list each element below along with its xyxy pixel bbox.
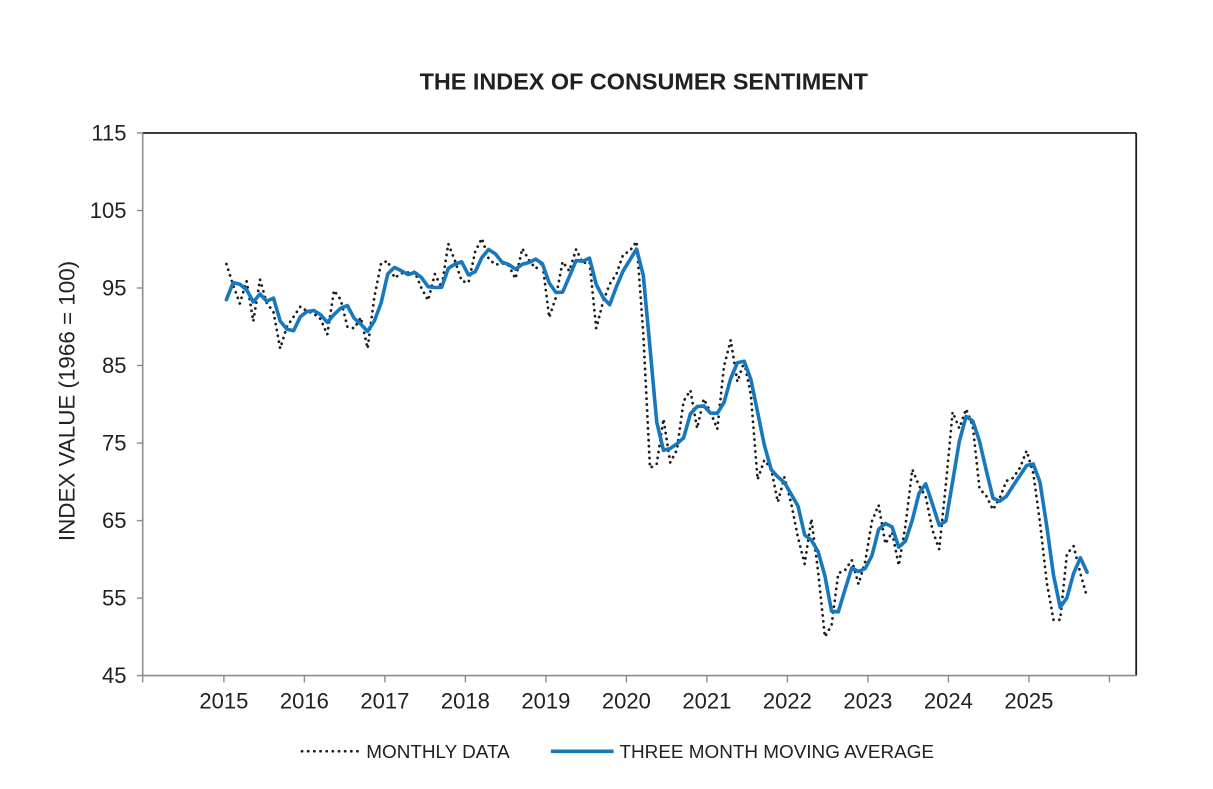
- svg-text:105: 105: [90, 198, 127, 223]
- svg-text:85: 85: [102, 353, 126, 378]
- svg-text:THE INDEX OF CONSUMER SENTIMEN: THE INDEX OF CONSUMER SENTIMENT: [420, 69, 869, 95]
- svg-text:65: 65: [102, 508, 126, 533]
- svg-text:45: 45: [102, 663, 126, 688]
- svg-text:2017: 2017: [360, 689, 409, 714]
- svg-text:2019: 2019: [521, 689, 570, 714]
- svg-text:75: 75: [102, 431, 126, 456]
- svg-text:55: 55: [102, 586, 126, 611]
- svg-text:INDEX VALUE (1966 = 100): INDEX VALUE (1966 = 100): [55, 261, 80, 541]
- svg-text:2020: 2020: [602, 689, 651, 714]
- svg-text:2018: 2018: [441, 689, 490, 714]
- svg-text:2021: 2021: [682, 689, 731, 714]
- svg-text:2023: 2023: [843, 689, 892, 714]
- svg-text:2015: 2015: [199, 689, 248, 714]
- svg-text:2016: 2016: [280, 689, 329, 714]
- svg-text:MONTHLY DATA: MONTHLY DATA: [366, 742, 510, 763]
- svg-text:95: 95: [102, 276, 126, 301]
- svg-text:115: 115: [91, 121, 126, 146]
- svg-text:2022: 2022: [763, 689, 812, 714]
- svg-text:2025: 2025: [1004, 689, 1053, 714]
- svg-text:THREE MONTH MOVING AVERAGE: THREE MONTH MOVING AVERAGE: [620, 742, 935, 763]
- svg-text:2024: 2024: [924, 689, 973, 714]
